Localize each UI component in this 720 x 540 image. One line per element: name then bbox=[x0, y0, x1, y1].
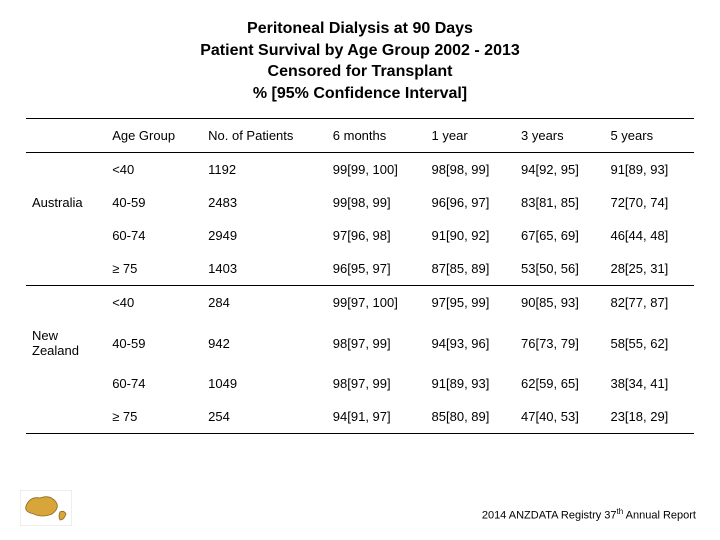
survival-table: Age Group No. of Patients 6 months 1 yea… bbox=[26, 118, 694, 434]
footer-suffix: Annual Report bbox=[623, 510, 696, 522]
cell-n: 2949 bbox=[202, 219, 327, 252]
cell-m6: 98[97, 99] bbox=[327, 319, 426, 367]
cell-n: 942 bbox=[202, 319, 327, 367]
cell-y1: 94[93, 96] bbox=[426, 319, 515, 367]
cell-y1: 87[85, 89] bbox=[426, 252, 515, 286]
cell-y3: 94[92, 95] bbox=[515, 153, 604, 187]
cell-n: 254 bbox=[202, 400, 327, 434]
cell-y5: 72[70, 74] bbox=[604, 186, 694, 219]
table-row: NewZealand40-5994298[97, 99]94[93, 96]76… bbox=[26, 319, 694, 367]
cell-y1: 98[98, 99] bbox=[426, 153, 515, 187]
cell-age: <40 bbox=[106, 153, 202, 187]
survival-table-container: Age Group No. of Patients 6 months 1 yea… bbox=[0, 104, 720, 434]
footer-prefix: 2014 ANZDATA Registry 37 bbox=[482, 510, 617, 522]
table-row: 60-74104998[97, 99]91[89, 93]62[59, 65]3… bbox=[26, 367, 694, 400]
region-spacer bbox=[26, 153, 106, 187]
title-line-2: Patient Survival by Age Group 2002 - 201… bbox=[0, 40, 720, 62]
table-row: ≥ 75140396[95, 97]87[85, 89]53[50, 56]28… bbox=[26, 252, 694, 286]
table-row: 60-74294997[96, 98]91[90, 92]67[65, 69]4… bbox=[26, 219, 694, 252]
table-row: Australia40-59248399[98, 99]96[96, 97]83… bbox=[26, 186, 694, 219]
cell-age: 40-59 bbox=[106, 319, 202, 367]
cell-n: 1192 bbox=[202, 153, 327, 187]
title-line-1: Peritoneal Dialysis at 90 Days bbox=[0, 18, 720, 40]
cell-m6: 98[97, 99] bbox=[327, 367, 426, 400]
cell-n: 284 bbox=[202, 286, 327, 320]
region-spacer bbox=[26, 400, 106, 434]
anzdata-logo bbox=[20, 490, 72, 526]
cell-y3: 62[59, 65] bbox=[515, 367, 604, 400]
col-1y: 1 year bbox=[426, 119, 515, 153]
cell-y3: 47[40, 53] bbox=[515, 400, 604, 434]
col-3y: 3 years bbox=[515, 119, 604, 153]
cell-y3: 83[81, 85] bbox=[515, 186, 604, 219]
cell-age: ≥ 75 bbox=[106, 400, 202, 434]
cell-y5: 46[44, 48] bbox=[604, 219, 694, 252]
table-body: <40119299[99, 100]98[98, 99]94[92, 95]91… bbox=[26, 153, 694, 434]
table-header-row: Age Group No. of Patients 6 months 1 yea… bbox=[26, 119, 694, 153]
map-icon bbox=[20, 490, 72, 526]
region-spacer bbox=[26, 367, 106, 400]
cell-m6: 99[97, 100] bbox=[327, 286, 426, 320]
cell-y5: 82[77, 87] bbox=[604, 286, 694, 320]
cell-y3: 90[85, 93] bbox=[515, 286, 604, 320]
cell-age: 60-74 bbox=[106, 367, 202, 400]
cell-y1: 85[80, 89] bbox=[426, 400, 515, 434]
region-label: NewZealand bbox=[26, 319, 106, 367]
title-block: Peritoneal Dialysis at 90 Days Patient S… bbox=[0, 0, 720, 104]
region-spacer bbox=[26, 252, 106, 286]
cell-m6: 94[91, 97] bbox=[327, 400, 426, 434]
cell-age: 60-74 bbox=[106, 219, 202, 252]
cell-y1: 97[95, 99] bbox=[426, 286, 515, 320]
region-spacer bbox=[26, 286, 106, 320]
col-age: Age Group bbox=[106, 119, 202, 153]
cell-m6: 96[95, 97] bbox=[327, 252, 426, 286]
cell-y5: 38[34, 41] bbox=[604, 367, 694, 400]
cell-m6: 97[96, 98] bbox=[327, 219, 426, 252]
col-n: No. of Patients bbox=[202, 119, 327, 153]
cell-n: 1403 bbox=[202, 252, 327, 286]
cell-n: 2483 bbox=[202, 186, 327, 219]
cell-m6: 99[99, 100] bbox=[327, 153, 426, 187]
col-region bbox=[26, 119, 106, 153]
cell-y1: 96[96, 97] bbox=[426, 186, 515, 219]
cell-y1: 91[90, 92] bbox=[426, 219, 515, 252]
region-spacer bbox=[26, 219, 106, 252]
cell-y3: 67[65, 69] bbox=[515, 219, 604, 252]
col-5y: 5 years bbox=[604, 119, 694, 153]
cell-y3: 76[73, 79] bbox=[515, 319, 604, 367]
table-row: <4028499[97, 100]97[95, 99]90[85, 93]82[… bbox=[26, 286, 694, 320]
cell-n: 1049 bbox=[202, 367, 327, 400]
cell-y5: 28[25, 31] bbox=[604, 252, 694, 286]
title-line-4: % [95% Confidence Interval] bbox=[0, 83, 720, 105]
table-row: ≥ 7525494[91, 97]85[80, 89]47[40, 53]23[… bbox=[26, 400, 694, 434]
cell-y1: 91[89, 93] bbox=[426, 367, 515, 400]
cell-age: 40-59 bbox=[106, 186, 202, 219]
table-row: <40119299[99, 100]98[98, 99]94[92, 95]91… bbox=[26, 153, 694, 187]
cell-age: ≥ 75 bbox=[106, 252, 202, 286]
col-6m: 6 months bbox=[327, 119, 426, 153]
cell-age: <40 bbox=[106, 286, 202, 320]
footer-citation: 2014 ANZDATA Registry 37th Annual Report bbox=[482, 507, 696, 522]
cell-y5: 58[55, 62] bbox=[604, 319, 694, 367]
region-label: Australia bbox=[26, 186, 106, 219]
title-line-3: Censored for Transplant bbox=[0, 61, 720, 83]
cell-m6: 99[98, 99] bbox=[327, 186, 426, 219]
cell-y5: 91[89, 93] bbox=[604, 153, 694, 187]
cell-y5: 23[18, 29] bbox=[604, 400, 694, 434]
cell-y3: 53[50, 56] bbox=[515, 252, 604, 286]
